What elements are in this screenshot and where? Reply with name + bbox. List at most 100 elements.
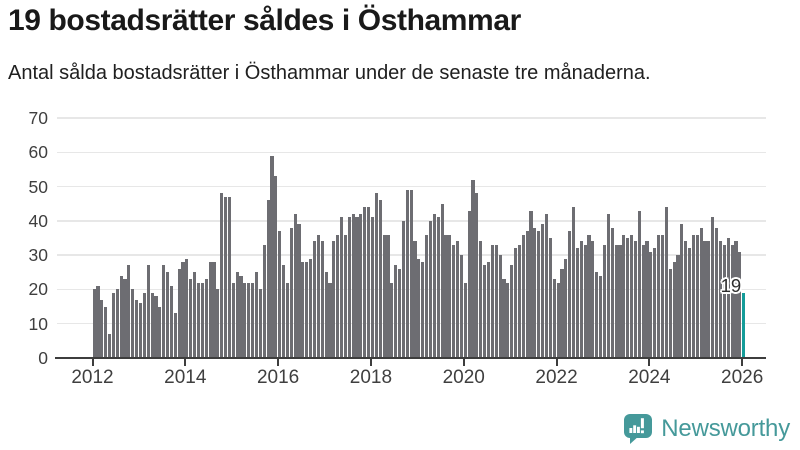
- bar: [119, 275, 123, 358]
- bar: [309, 258, 313, 358]
- bar: [142, 292, 146, 358]
- bar: [645, 241, 649, 358]
- bar: [622, 234, 626, 358]
- newsworthy-logo-text: Newsworthy: [661, 415, 790, 442]
- bar: [247, 282, 251, 358]
- bar: [254, 272, 259, 358]
- bar: [432, 214, 436, 358]
- bar: [223, 196, 228, 358]
- bar: [521, 234, 525, 358]
- bar: [100, 299, 104, 358]
- bar: [722, 244, 726, 358]
- bar: [135, 299, 139, 358]
- bar: [200, 282, 204, 358]
- bar: [332, 241, 336, 358]
- bar: [618, 244, 622, 358]
- bar: [726, 238, 730, 358]
- bar: [537, 231, 541, 358]
- bar: [96, 286, 100, 358]
- bar: [556, 282, 560, 358]
- bar: [633, 241, 638, 358]
- bar: [591, 241, 595, 358]
- bar: [510, 265, 514, 358]
- bar: [92, 289, 96, 358]
- bar: [583, 244, 587, 358]
- bar: [467, 210, 471, 358]
- bar: [703, 241, 707, 358]
- chart-title: 19 bostadsrätter såldes i Östhammar: [8, 4, 521, 37]
- bar: [382, 234, 386, 358]
- bar: [514, 248, 518, 358]
- bar: [173, 313, 177, 358]
- bar: [281, 265, 286, 358]
- bar: [730, 244, 734, 358]
- bar: [297, 224, 301, 358]
- bar: [316, 234, 320, 358]
- bar: [165, 272, 170, 358]
- y-tick-label: 0: [38, 348, 48, 368]
- bar: [289, 227, 293, 358]
- bar: [541, 224, 545, 358]
- x-tick-label: 2012: [71, 367, 114, 388]
- bar: [378, 200, 382, 358]
- bar: [251, 282, 255, 358]
- newsworthy-logo: Newsworthy: [623, 412, 790, 446]
- bar: [734, 241, 738, 358]
- gridline-70: [57, 117, 766, 119]
- x-tick: [741, 359, 744, 366]
- bar: [138, 303, 143, 358]
- bar: [680, 224, 684, 358]
- bar: [104, 306, 108, 358]
- x-tick-label: 2022: [535, 367, 578, 388]
- bar: [718, 241, 723, 358]
- bar: [459, 255, 463, 358]
- bar: [479, 241, 483, 358]
- bar: [657, 234, 661, 358]
- bar: [212, 262, 216, 358]
- bar: [448, 234, 452, 358]
- bar: [548, 238, 552, 358]
- newsworthy-logo-icon: [624, 414, 653, 444]
- bar: [220, 193, 224, 358]
- bar: [208, 262, 212, 358]
- bar: [339, 217, 344, 358]
- value-annotation: 19: [720, 274, 742, 296]
- bar: [444, 234, 448, 358]
- bar: [336, 234, 340, 358]
- bar: [386, 234, 390, 358]
- bar: [162, 265, 166, 358]
- bar: [440, 203, 444, 358]
- bar: [351, 214, 355, 358]
- gridline-50: [57, 185, 766, 188]
- bar: [452, 244, 456, 358]
- bar: [127, 265, 131, 358]
- x-tick: [277, 359, 280, 366]
- y-tick-label: 50: [28, 176, 48, 197]
- bar: [641, 244, 645, 358]
- x-tick: [369, 359, 372, 366]
- bar: [343, 234, 347, 358]
- bar: [575, 248, 580, 358]
- bar: [312, 241, 317, 358]
- bar: [367, 207, 371, 358]
- bar: [715, 227, 719, 358]
- bar: [355, 217, 359, 358]
- bar: [672, 262, 676, 358]
- bar: [123, 279, 127, 358]
- bar-highlighted: [742, 292, 746, 358]
- bar: [649, 251, 653, 358]
- bar: [711, 217, 715, 358]
- bar: [239, 275, 243, 358]
- bar: [688, 248, 692, 358]
- bar: [413, 241, 417, 358]
- bar: [653, 248, 657, 358]
- bar: [691, 234, 696, 358]
- bar: [270, 155, 274, 358]
- bar: [602, 244, 607, 358]
- bar: [169, 286, 173, 358]
- bar: [324, 272, 328, 358]
- bar: [363, 207, 367, 358]
- bar: [436, 217, 440, 358]
- bar: [707, 241, 711, 358]
- bar: [533, 227, 537, 358]
